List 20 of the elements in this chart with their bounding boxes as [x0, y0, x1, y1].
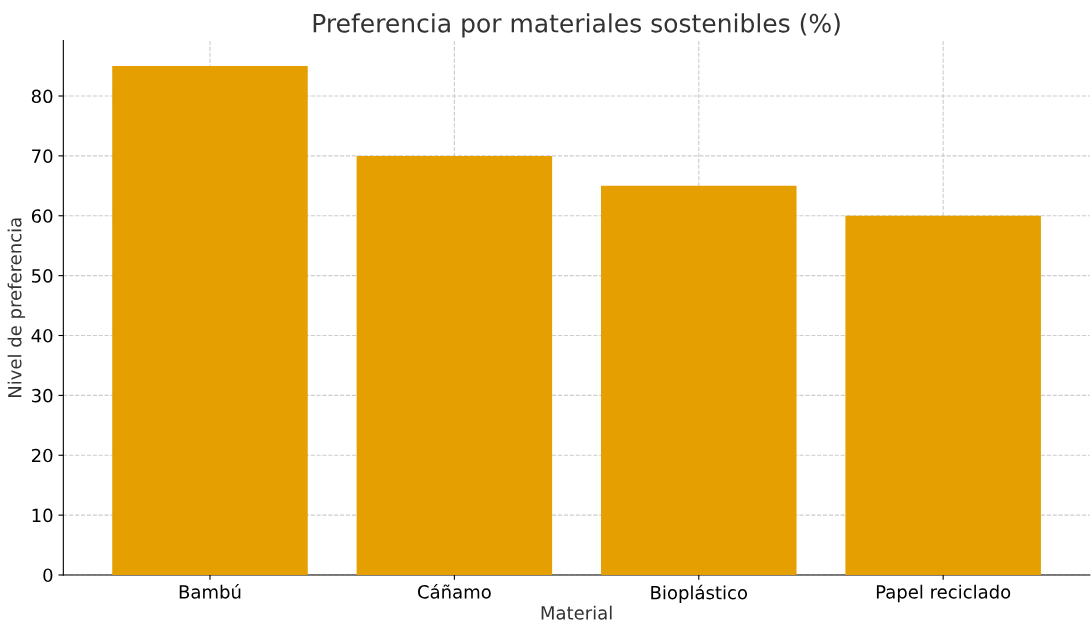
bar [356, 155, 553, 575]
y-tick-label: 10 [32, 508, 53, 523]
y-tick-label: 70 [32, 149, 53, 163]
x-tick-label: Cáñamo [417, 584, 491, 599]
x-tick-label: Bioplástico [651, 584, 748, 603]
y-tick-label: 40 [31, 328, 53, 343]
y-tick-label: 20 [31, 448, 53, 463]
y-tick-label: 0 [43, 568, 53, 583]
y-tick-label: 50 [32, 269, 53, 283]
x-axis-title: Material [541, 605, 612, 620]
x-tick-label: Bambú [179, 584, 241, 599]
x-tick-label: Papel reciclado [876, 584, 1011, 603]
y-tick-label: 30 [32, 388, 53, 403]
y-tick-label: 60 [31, 209, 53, 223]
y-axis-title: Nivel de preferencia [7, 218, 26, 398]
chart-title: Preferencia por materiales sostenibles (%) [313, 13, 840, 38]
bar [601, 185, 797, 575]
bar [112, 66, 308, 575]
y-tick-label: 80 [31, 89, 53, 104]
bar [845, 215, 1041, 575]
